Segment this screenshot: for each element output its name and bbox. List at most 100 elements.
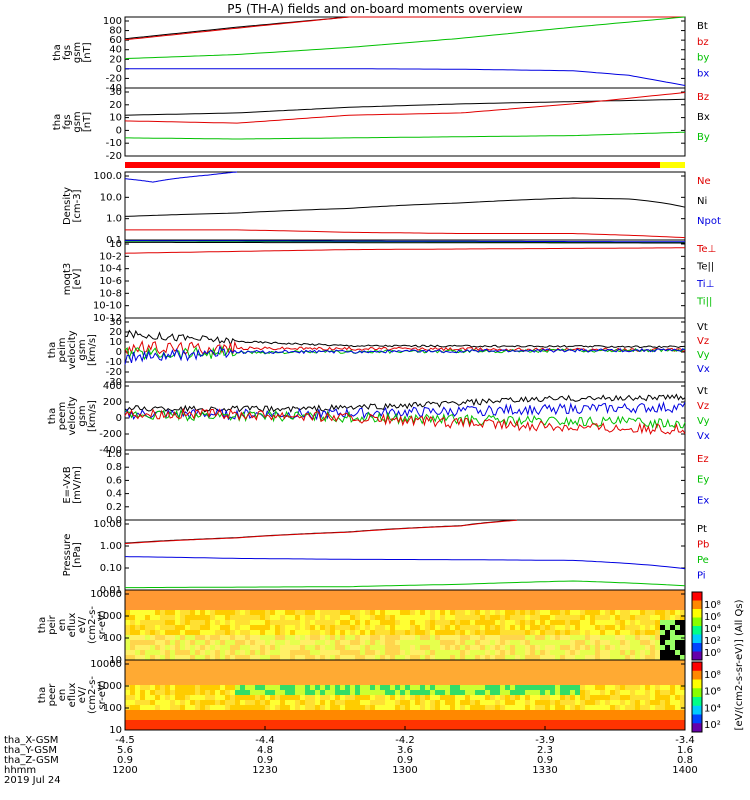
series-Vy — [124, 409, 686, 430]
y-tick-label: 10-6 — [99, 276, 122, 287]
status-bar-yellow — [660, 162, 685, 168]
legend-entry: Pe — [697, 555, 709, 566]
legend-entry: By — [697, 132, 710, 143]
legend-entry: Bz — [697, 92, 709, 103]
legend-entry: Vy — [697, 416, 710, 427]
y-tick-label: 10-4 — [99, 264, 122, 275]
y-axis-label: thapeimvelocitygsm[km/s] — [47, 330, 98, 369]
y-tick-label: -30 — [106, 377, 122, 388]
colorbar-tick: 10⁸ — [704, 670, 721, 681]
legend-entry: by — [697, 53, 709, 64]
panel-7: 1.0 0.8 0.6 0.4 0.2 0.0 E=-VxB[mV/m] Ez Ey Ex — [62, 449, 709, 526]
legend-entry: Vy — [697, 350, 710, 361]
series-Ti⊥ — [125, 240, 685, 243]
colorbar-tick: 10⁴ — [704, 703, 721, 714]
series-Vx — [124, 401, 686, 421]
legend-entry: Pi — [697, 571, 706, 582]
series-Pb — [124, 519, 518, 545]
panel-frame — [124, 87, 686, 157]
series-By — [125, 131, 686, 140]
series-Ni — [124, 197, 686, 217]
legend-entry: Vx — [697, 431, 710, 442]
legend-entry: Vt — [697, 322, 708, 333]
y-tick-label: 10-10 — [93, 301, 122, 312]
y-tick-label: 100 — [103, 633, 122, 644]
legend-entry: Ne — [697, 176, 711, 187]
y-tick-label: 0.8 — [106, 462, 122, 473]
colorbar-tick: 10² — [704, 636, 721, 647]
legend-entry: Vx — [697, 364, 710, 375]
y-axis-label: E=-VxB[mV/m] — [62, 466, 83, 504]
series-by — [124, 16, 686, 60]
colorbar-tick: 10⁶ — [704, 687, 721, 698]
y-tick-label: 0 — [116, 413, 122, 424]
y-tick-label: 0.01 — [100, 585, 122, 596]
legend-entry: bx — [697, 68, 709, 79]
y-tick-label: 100.0 — [93, 171, 122, 182]
x-row-label: tha_Z-GSM — [4, 755, 59, 766]
legend-entry: Bx — [697, 112, 710, 123]
y-tick-label: 10 — [109, 725, 122, 736]
y-tick-label: 0.4 — [106, 489, 122, 500]
series-Pe — [125, 580, 686, 589]
x-row-label: tha_Y-GSM — [4, 745, 58, 756]
series-Vz — [124, 407, 686, 435]
x-tick-column: -4.2 3.6 0.9 1300 — [392, 735, 418, 776]
y-tick-label: 200 — [103, 397, 122, 408]
y-tick-label: 10.00 — [93, 519, 122, 530]
legend-entry: Bt — [697, 21, 708, 32]
y-tick-label: 0.10 — [100, 563, 122, 574]
colorbar-bottom: 10⁸ 10⁶ 10⁴ 10² — [691, 661, 721, 733]
y-axis-label: thapeirenefluxeV/(cm2-s-sr-eV) — [37, 606, 108, 644]
x-tick-column: -4.5 5.6 0.9 1200 — [112, 735, 138, 776]
series-Vx — [124, 345, 686, 365]
colorbar-label: [eV/(cm2-s-sr-eV)] (All Qs) — [734, 599, 745, 730]
y-tick-label: 20 — [109, 54, 122, 65]
y-tick-label: 10000 — [90, 659, 122, 670]
y-tick-label: -10 — [106, 357, 122, 368]
colorbar-tick: 10⁶ — [704, 612, 721, 623]
y-tick-label: -40 — [106, 83, 122, 94]
legend-entry: Te|| — [696, 262, 714, 273]
x-tick-column: -3.4 1.6 0.8 1400 — [672, 735, 698, 776]
legend-entry: Ni — [697, 196, 707, 207]
y-tick-label: 0.0 — [106, 515, 122, 526]
panel-frame — [124, 16, 686, 89]
y-tick-label: 30 — [109, 87, 122, 98]
panel-frame — [124, 449, 686, 521]
series-Te⊥ — [124, 247, 685, 254]
y-axis-label: moqt3[eV] — [62, 263, 83, 296]
y-tick-label: 400 — [103, 381, 122, 392]
panel-2: 30 20 100 -10 -20 thafgsgsm[nT] Bz Bx By — [52, 87, 710, 162]
y-tick-label: 10 — [109, 113, 122, 124]
y-tick-label: -20 — [106, 151, 122, 162]
panel-9: 10000 1000 100 10thapeirenefluxeV/(cm2-s-sr… — [37, 589, 686, 666]
series-Bt — [124, 16, 685, 40]
series-Bz — [124, 92, 686, 124]
x-tick-column: -4.4 4.8 0.9 1230 — [252, 735, 278, 776]
x-row-label: tha_X-GSM — [4, 735, 59, 746]
panel-3: 100.0 10.0 1.0 0.1 Density[cm-3] Ne Ni Npot — [62, 171, 721, 246]
status-bar-red — [125, 162, 660, 168]
y-tick-label: 1000 — [97, 611, 122, 622]
y-tick-label: 10 — [109, 655, 122, 666]
series-Vt — [124, 329, 686, 349]
y-tick-label: 0 — [116, 64, 122, 75]
x-tick-column: -3.9 2.3 0.9 1330 — [532, 735, 558, 776]
colorbar-tick: 10⁴ — [704, 624, 721, 635]
y-tick-label: 80 — [109, 26, 122, 37]
series-Vz — [124, 340, 686, 356]
series-Npot — [124, 171, 238, 183]
legend-entry: Vz — [697, 336, 709, 347]
y-tick-label: 1.0 — [106, 214, 122, 225]
y-tick-label: 1.00 — [100, 541, 122, 552]
y-tick-label: -200 — [99, 429, 122, 440]
y-tick-label: 0.6 — [106, 475, 122, 486]
y-tick-label: 20 — [109, 327, 122, 338]
y-tick-label: 10 — [109, 337, 122, 348]
y-tick-label: -20 — [106, 367, 122, 378]
legend-entry: Ti|| — [696, 297, 712, 308]
colorbar-tick: 10² — [704, 720, 721, 731]
